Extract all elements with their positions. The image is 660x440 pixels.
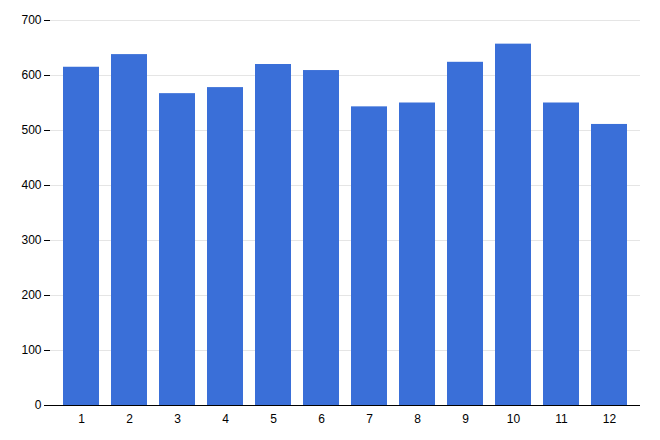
svg-text:500: 500	[21, 123, 41, 137]
svg-text:200: 200	[21, 288, 41, 302]
svg-text:3: 3	[174, 412, 181, 426]
svg-text:7: 7	[366, 412, 373, 426]
svg-text:9: 9	[462, 412, 469, 426]
svg-text:5: 5	[270, 412, 277, 426]
svg-text:700: 700	[21, 13, 41, 27]
svg-text:8: 8	[414, 412, 421, 426]
svg-text:11: 11	[555, 412, 568, 426]
svg-text:400: 400	[21, 178, 41, 192]
svg-text:2: 2	[126, 412, 133, 426]
svg-text:600: 600	[21, 68, 41, 82]
svg-text:4: 4	[222, 412, 229, 426]
svg-text:12: 12	[603, 412, 617, 426]
svg-text:0: 0	[35, 398, 42, 412]
svg-text:1: 1	[78, 412, 85, 426]
svg-text:6: 6	[318, 412, 325, 426]
svg-text:10: 10	[507, 412, 521, 426]
svg-text:100: 100	[21, 343, 41, 357]
svg-text:300: 300	[21, 233, 41, 247]
